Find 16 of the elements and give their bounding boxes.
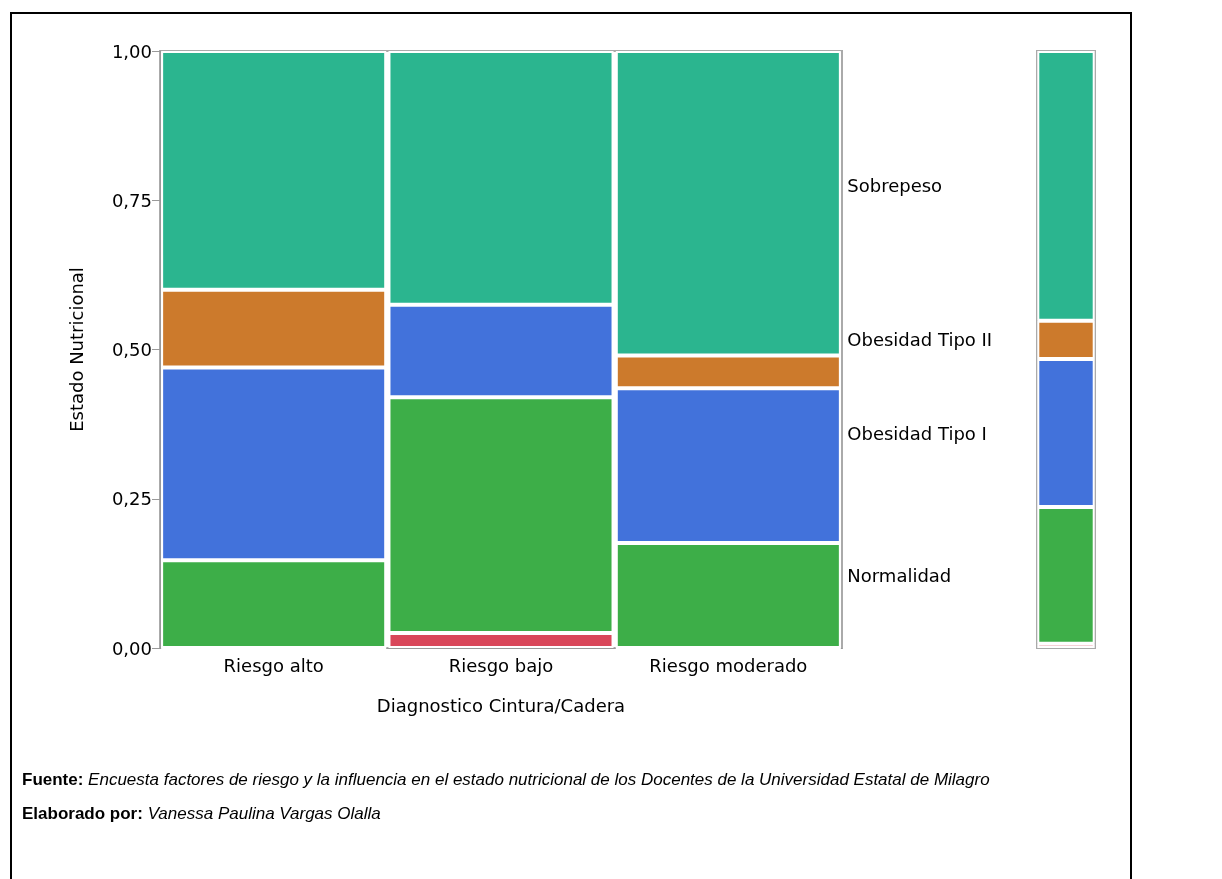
text: Elaborado por: Vanessa Paulina Vargas Olalla (22, 804, 381, 823)
source-note: Fuente: Encuesta factores de riesgo y la influencia en el estado nutricional de los Docentes de la Universidad Estatal de Milagro (22, 770, 990, 789)
y-tick-label: 0,75 (111, 189, 152, 211)
series-label: Normalidad (847, 564, 952, 586)
series-label: Sobrepeso (847, 175, 943, 197)
x-tick-label: Riesgo alto (223, 654, 324, 676)
y-tick-label: 0,25 (111, 488, 152, 510)
y-tick-label: 0,00 (111, 637, 152, 659)
y-axis-title: Estado Nutricional (65, 267, 87, 432)
x-axis-title: Diagnostico Cintura/Cadera (376, 694, 626, 716)
x-tick-label: Riesgo bajo (448, 654, 554, 676)
y-tick-label: 0,50 (111, 339, 152, 360)
y-tick-label: 1,00 (111, 40, 152, 62)
x-tick-label: Riesgo moderado (649, 654, 808, 676)
series-label: Obesidad Tipo I (847, 422, 987, 444)
series-label: Obesidad Tipo II (847, 329, 993, 351)
